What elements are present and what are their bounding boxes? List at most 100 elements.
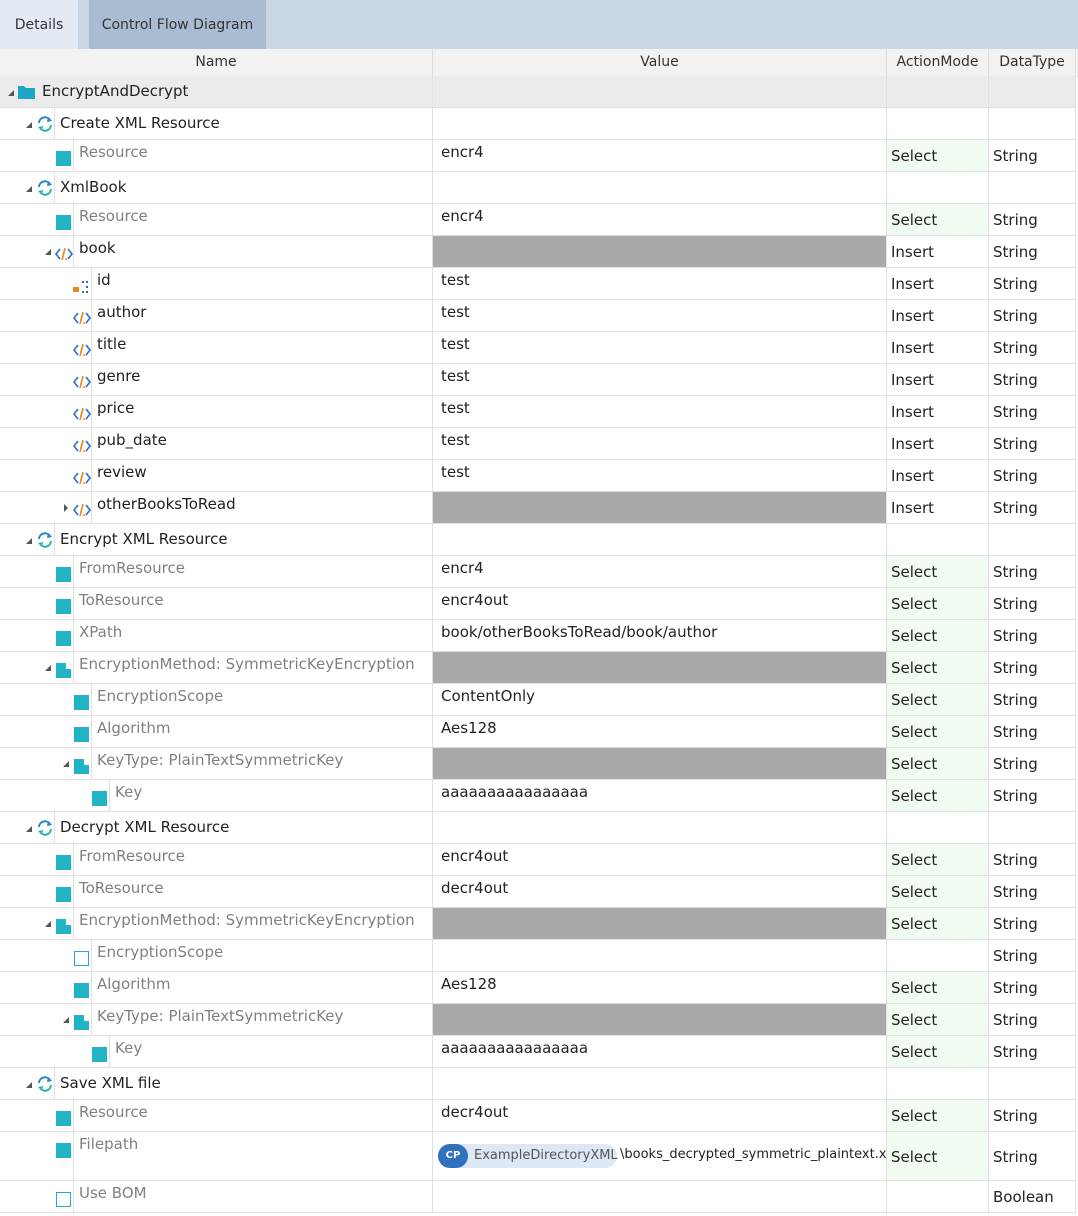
mode-cell[interactable]: Select bbox=[887, 908, 989, 939]
value-cell[interactable]: aaaaaaaaaaaaaaaa bbox=[433, 780, 887, 811]
header-cell[interactable]: DataType bbox=[989, 49, 1076, 76]
mode-cell[interactable]: Select bbox=[887, 1036, 989, 1067]
value-cell[interactable]: test bbox=[433, 300, 887, 331]
value-cell[interactable] bbox=[433, 524, 887, 555]
mode-cell[interactable]: Select bbox=[887, 876, 989, 907]
mode-cell[interactable]: Insert bbox=[887, 364, 989, 395]
value-cell[interactable]: test bbox=[433, 460, 887, 491]
tree-row[interactable]: Resource decr4out Select String bbox=[0, 1100, 1076, 1132]
value-cell[interactable] bbox=[433, 748, 887, 779]
value-cell[interactable] bbox=[433, 812, 887, 843]
value-cell[interactable]: encr4 bbox=[433, 556, 887, 587]
tree-row[interactable]: Use BOM Boolean bbox=[0, 1181, 1076, 1213]
tree-row[interactable]: Encrypt XML Resource bbox=[0, 524, 1076, 556]
value-cell[interactable]: ContentOnly bbox=[433, 684, 887, 715]
tree-row[interactable]: Create XML Resource bbox=[0, 108, 1076, 140]
value-cell[interactable] bbox=[433, 236, 887, 267]
tree-row[interactable]: Key aaaaaaaaaaaaaaaa Select String bbox=[0, 1036, 1076, 1068]
value-cell[interactable] bbox=[433, 492, 887, 523]
mode-cell[interactable]: Insert bbox=[887, 268, 989, 299]
value-cell[interactable] bbox=[433, 1004, 887, 1035]
expander[interactable] bbox=[62, 1016, 70, 1024]
tab[interactable]: Control Flow Diagram bbox=[89, 0, 266, 49]
mode-cell[interactable]: Select bbox=[887, 844, 989, 875]
value-cell[interactable]: test bbox=[433, 428, 887, 459]
mode-cell[interactable]: Select bbox=[887, 140, 989, 171]
mode-cell[interactable]: Insert bbox=[887, 396, 989, 427]
value-cell[interactable]: decr4out bbox=[433, 876, 887, 907]
header-cell[interactable]: Value bbox=[433, 49, 887, 76]
tree-row[interactable]: otherBooksToRead Insert String bbox=[0, 492, 1076, 524]
value-cell[interactable]: encr4out bbox=[433, 588, 887, 619]
tree-row[interactable]: KeyType: PlainTextSymmetricKey Select Stri… bbox=[0, 1004, 1076, 1036]
value-cell[interactable] bbox=[433, 1068, 887, 1099]
mode-cell[interactable]: Select bbox=[887, 1132, 989, 1180]
value-cell[interactable]: decr4out bbox=[433, 1100, 887, 1131]
tree-row[interactable]: ToResource decr4out Select String bbox=[0, 876, 1076, 908]
mode-cell[interactable]: Select bbox=[887, 716, 989, 747]
tree-row[interactable]: author test Insert String bbox=[0, 300, 1076, 332]
mode-cell[interactable]: Select bbox=[887, 588, 989, 619]
expander[interactable] bbox=[25, 185, 33, 193]
value-cell[interactable]: test bbox=[433, 396, 887, 427]
expander[interactable] bbox=[25, 121, 33, 129]
tree-row[interactable]: FromResource encr4out Select String bbox=[0, 844, 1076, 876]
expander[interactable] bbox=[25, 537, 33, 545]
value-cell[interactable]: test bbox=[433, 268, 887, 299]
tree-row[interactable]: Algorithm Aes128 Select String bbox=[0, 716, 1076, 748]
tree-row[interactable]: EncryptionMethod: SymmetricKeyEncryption… bbox=[0, 652, 1076, 684]
value-cell[interactable]: test bbox=[433, 364, 887, 395]
mode-cell[interactable]: Select bbox=[887, 1004, 989, 1035]
tree-row[interactable]: Resource encr4 Select String bbox=[0, 140, 1076, 172]
tree-row[interactable]: Filepath CP ExampleDirectoryXML \books_decr… bbox=[0, 1132, 1076, 1181]
mode-cell[interactable]: Select bbox=[887, 652, 989, 683]
expander[interactable] bbox=[44, 248, 52, 256]
value-cell[interactable] bbox=[433, 652, 887, 683]
tree-row[interactable]: Algorithm Aes128 Select String bbox=[0, 972, 1076, 1004]
value-cell[interactable] bbox=[433, 108, 887, 139]
mode-cell[interactable]: Select bbox=[887, 556, 989, 587]
mode-cell[interactable]: Select bbox=[887, 204, 989, 235]
mode-cell[interactable]: Select bbox=[887, 684, 989, 715]
mode-cell[interactable]: Select bbox=[887, 748, 989, 779]
tree-row[interactable]: XPath book/otherBooksToRead/book/author Se… bbox=[0, 620, 1076, 652]
mode-cell[interactable]: Insert bbox=[887, 428, 989, 459]
tree-row[interactable]: EncryptionMethod: SymmetricKeyEncryption… bbox=[0, 908, 1076, 940]
tree-row[interactable]: id test Insert String bbox=[0, 268, 1076, 300]
value-cell[interactable]: encr4 bbox=[433, 204, 887, 235]
tree-row[interactable]: EncryptionScope ContentOnly Select String bbox=[0, 684, 1076, 716]
mode-cell[interactable]: Select bbox=[887, 620, 989, 651]
mode-cell[interactable] bbox=[887, 76, 989, 107]
header-cell[interactable]: ActionMode bbox=[887, 49, 989, 76]
tree-row[interactable]: KeyType: PlainTextSymmetricKey Select Stri… bbox=[0, 748, 1076, 780]
tree-row[interactable]: genre test Insert String bbox=[0, 364, 1076, 396]
tree-row[interactable]: Save XML file bbox=[0, 1068, 1076, 1100]
tree-row[interactable]: price test Insert String bbox=[0, 396, 1076, 428]
mode-cell[interactable]: Select bbox=[887, 780, 989, 811]
header-cell[interactable]: Name bbox=[0, 49, 433, 76]
tree-row[interactable]: ToResource encr4out Select String bbox=[0, 588, 1076, 620]
expander[interactable] bbox=[25, 1081, 33, 1089]
mode-cell[interactable] bbox=[887, 1181, 989, 1212]
expander[interactable] bbox=[44, 920, 52, 928]
value-cell[interactable]: test bbox=[433, 332, 887, 363]
value-cell[interactable]: encr4out bbox=[433, 844, 887, 875]
mode-cell[interactable]: Select bbox=[887, 1100, 989, 1131]
tab[interactable]: Details bbox=[0, 0, 78, 49]
expander[interactable] bbox=[7, 89, 15, 97]
mode-cell[interactable] bbox=[887, 172, 989, 203]
value-cell[interactable]: aaaaaaaaaaaaaaaa bbox=[433, 1036, 887, 1067]
value-cell[interactable] bbox=[433, 76, 887, 107]
expander[interactable] bbox=[44, 664, 52, 672]
mode-cell[interactable]: Insert bbox=[887, 460, 989, 491]
value-cell[interactable] bbox=[433, 1181, 887, 1212]
value-cell[interactable] bbox=[433, 940, 887, 971]
tree-row[interactable]: EncryptionScope String bbox=[0, 940, 1076, 972]
expander[interactable] bbox=[25, 825, 33, 833]
tree-row[interactable]: Decrypt XML Resource bbox=[0, 812, 1076, 844]
tree-row[interactable]: Resource encr4 Select String bbox=[0, 204, 1076, 236]
tree-row[interactable]: title test Insert String bbox=[0, 332, 1076, 364]
value-cell[interactable]: Aes128 bbox=[433, 972, 887, 1003]
mode-cell[interactable] bbox=[887, 812, 989, 843]
value-cell[interactable]: Aes128 bbox=[433, 716, 887, 747]
